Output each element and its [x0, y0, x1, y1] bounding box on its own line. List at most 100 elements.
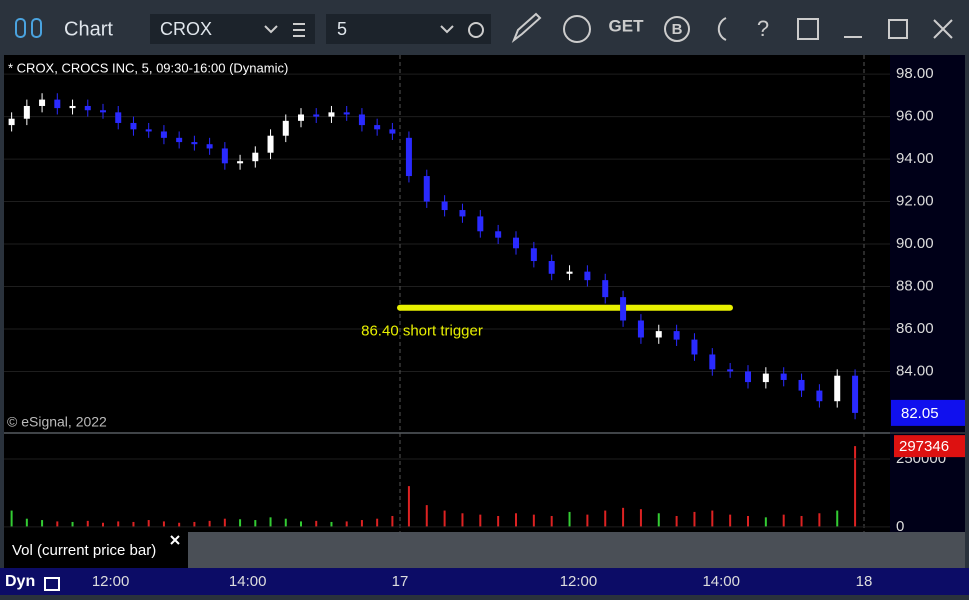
volume-bar [693, 511, 696, 527]
close[interactable] [933, 19, 953, 39]
volume-bar [657, 513, 660, 527]
volume-bar [532, 514, 535, 527]
volume-bar [782, 514, 785, 527]
moon-icon[interactable] [717, 17, 727, 41]
volume-legend [4, 532, 188, 568]
volume-bar [461, 513, 464, 527]
y-tick-label: 98.00 [896, 65, 934, 82]
volume-bar [407, 486, 410, 527]
volume-bar [800, 515, 803, 527]
pencil-icon[interactable] [511, 12, 542, 43]
volume-bar [604, 510, 607, 527]
volume-bar [86, 520, 89, 527]
interval[interactable]: 5 [337, 19, 347, 39]
menu-icon[interactable] [293, 23, 305, 37]
symbol[interactable]: CROX [160, 19, 212, 39]
time-axis [0, 568, 969, 595]
candle-body [834, 375, 841, 402]
volume-bar [568, 511, 571, 527]
y-tick-label: 96.00 [896, 108, 934, 125]
candle-body [8, 118, 15, 126]
x-tick-label: 18 [856, 573, 873, 590]
volume-bar [711, 510, 714, 527]
volume-bar [269, 517, 272, 527]
volume-bar [497, 515, 500, 527]
volume-bar [223, 518, 226, 527]
volume-bar [639, 509, 642, 527]
candle-body [130, 122, 137, 130]
volume-bar [836, 510, 839, 527]
volume-bar [818, 513, 821, 527]
last-volume-box [894, 435, 965, 458]
symbol-box[interactable] [150, 14, 315, 44]
volume-bar [25, 518, 28, 527]
x-tick-label: 12:00 [560, 573, 598, 590]
volume-bar [239, 519, 242, 527]
volume-bar [300, 521, 302, 527]
volume-bar [117, 521, 120, 527]
candle-body [69, 105, 76, 109]
b-icon[interactable] [664, 16, 690, 42]
candle-body [852, 375, 859, 413]
volume-bar [622, 507, 625, 527]
candle-body [54, 99, 61, 109]
b-button[interactable]: B [672, 21, 683, 38]
y-tick-label: 94.00 [896, 150, 934, 167]
y-tick-label: 84.00 [896, 362, 934, 379]
volume-bar [747, 515, 749, 527]
candle-body [313, 114, 320, 117]
last-price-box [891, 399, 965, 426]
candle-body [237, 161, 244, 164]
dropdown[interactable] [264, 25, 278, 34]
candle-body [405, 137, 412, 177]
last-price-label: 82.05 [901, 405, 939, 422]
candle-body [23, 105, 30, 119]
volume-bar [147, 520, 150, 527]
candle-body [816, 390, 823, 402]
volume-bar [479, 514, 482, 527]
x-tick-label: 14:00 [229, 573, 267, 590]
candle-body [267, 135, 274, 153]
layout-icon[interactable] [797, 18, 819, 40]
dropdown[interactable] [440, 25, 454, 34]
get-button[interactable]: GET [609, 16, 645, 35]
candle-body [762, 373, 769, 383]
candle-body [423, 176, 430, 202]
y-tick-label: 86.00 [896, 320, 934, 337]
volume-bar [254, 520, 257, 527]
volume-bar [515, 513, 517, 527]
candle-body [343, 112, 350, 115]
interval-box[interactable] [326, 14, 491, 44]
candle-body [221, 148, 228, 164]
volume-bar [10, 510, 13, 527]
volume-bar [56, 521, 59, 527]
candle-body [252, 152, 259, 162]
candle-body [328, 112, 335, 117]
app-icon [31, 18, 42, 38]
volume-bar [376, 518, 379, 527]
candle-body [459, 210, 466, 217]
y-tick-label: 92.00 [896, 193, 934, 210]
clock-icon[interactable] [468, 22, 484, 38]
candle-body [548, 261, 555, 274]
volume-bar [345, 521, 348, 527]
candle-body [655, 331, 662, 338]
x-tick-label: 12:00 [92, 573, 130, 590]
candle-body [780, 373, 787, 380]
study-icon[interactable] [563, 15, 591, 43]
volume-bar [284, 518, 287, 527]
candle-body [441, 201, 448, 211]
x-tick-label: 17 [392, 573, 409, 590]
vol-tick-label: 0 [896, 518, 904, 535]
candle-body [637, 320, 644, 338]
volume-bar [330, 521, 333, 527]
candle-body [798, 379, 805, 391]
volume-bar [586, 514, 589, 527]
help-button[interactable]: ? [757, 16, 769, 41]
volume-bar [162, 521, 165, 527]
candle-body [160, 131, 167, 138]
candle-body [673, 331, 680, 340]
maximize[interactable] [888, 19, 908, 39]
candle-body [513, 237, 519, 249]
